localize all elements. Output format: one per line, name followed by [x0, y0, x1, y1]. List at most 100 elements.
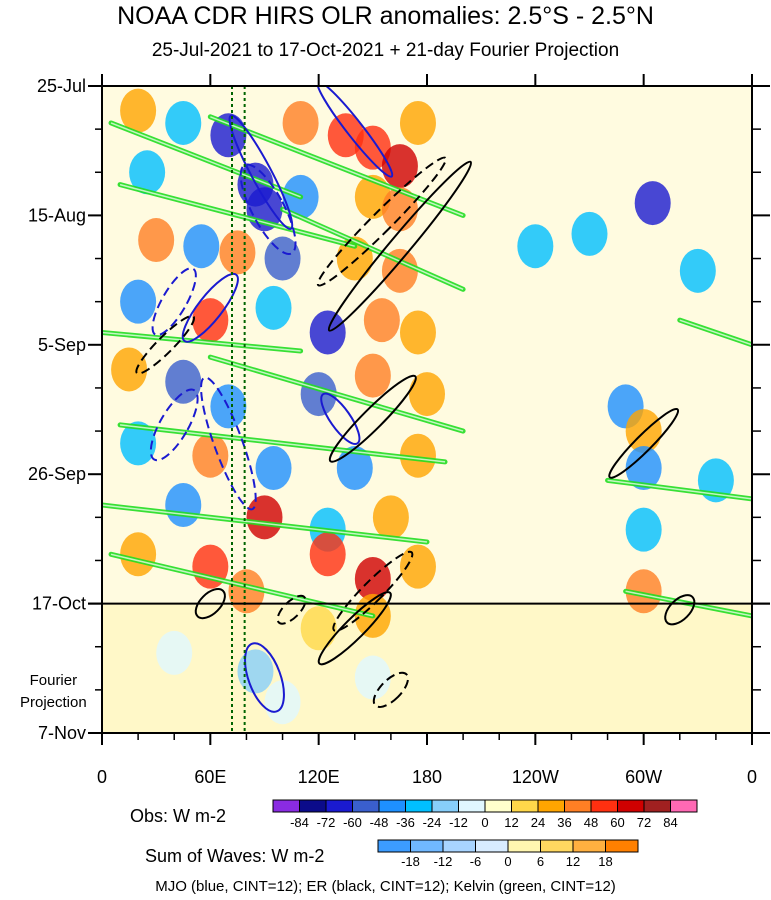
kelvin-contour-inner — [102, 331, 301, 352]
kelvin-contour-inner — [119, 424, 446, 463]
mjo-contour — [320, 392, 361, 445]
y-tick-label: 15-Aug — [28, 205, 86, 225]
x-tick-label: 180 — [412, 767, 442, 787]
y-tick-label: 25-Jul — [37, 76, 86, 96]
wave-colorbar-swatch — [410, 839, 444, 853]
obs-colorbar-swatch — [325, 799, 353, 813]
anomaly-cell — [327, 113, 364, 158]
y-tick-label: 17-Oct — [32, 594, 86, 614]
obs-colorbar-swatch — [484, 799, 512, 813]
obs-colorbar-tick: 36 — [557, 815, 571, 830]
anomaly-cell — [129, 150, 166, 195]
mjo-contour — [181, 272, 239, 343]
kelvin-contour-inner — [607, 479, 752, 500]
anomaly-cell — [571, 211, 608, 256]
er-contour — [194, 588, 226, 620]
anomaly-cell — [165, 100, 202, 145]
anomaly-cell — [354, 353, 391, 398]
anomaly-cell — [354, 125, 391, 170]
mjo-contour — [244, 642, 285, 713]
er-contour — [608, 407, 680, 479]
obs-colorbar-swatch — [537, 799, 565, 813]
y-tick-label: 26-Sep — [28, 464, 86, 484]
anomaly-cell — [228, 569, 265, 614]
wave-colorbar-swatch — [605, 839, 639, 853]
anomaly-cell — [165, 483, 202, 528]
er-contour — [316, 156, 447, 287]
kelvin-contour-inner — [119, 183, 355, 247]
obs-colorbar-swatch — [458, 799, 486, 813]
fourier-label-line2: Projection — [20, 694, 87, 711]
chart-subtitle: 25-Jul-2021 to 17-Oct-2021 + 21-day Four… — [151, 40, 620, 61]
er-contour — [135, 314, 196, 375]
obs-colorbar-tick: 12 — [504, 815, 518, 830]
footer-note: MJO (blue, CINT=12); ER (black, CINT=12)… — [155, 878, 616, 895]
anomaly-cell — [409, 372, 445, 417]
anomaly-cell — [336, 446, 373, 491]
anomaly-cell — [399, 433, 436, 478]
x-tick-label: 60E — [194, 767, 226, 787]
anomaly-cell — [381, 144, 418, 189]
anomaly-cell — [399, 100, 436, 145]
kelvin-contour-inner — [110, 122, 301, 198]
x-tick-label: 120E — [298, 767, 340, 787]
wave-colorbar-tick: 6 — [537, 854, 544, 869]
obs-colorbar-tick: 24 — [531, 815, 545, 830]
anomaly-cell — [264, 236, 301, 281]
anomaly-cell — [255, 285, 292, 330]
mjo-contour — [228, 114, 294, 230]
er-contour — [372, 671, 409, 708]
x-tick-label: 60W — [625, 767, 662, 787]
anomaly-cell — [300, 606, 337, 651]
wave-colorbar-tick: 12 — [566, 854, 580, 869]
anomaly-cell — [399, 544, 436, 589]
plot-area — [102, 86, 752, 733]
obs-colorbar-tick: -24 — [423, 815, 442, 830]
obs-colorbar-tick: 48 — [584, 815, 598, 830]
obs-colorbar-swatch — [378, 799, 406, 813]
anomaly-cell — [634, 181, 671, 226]
obs-colorbar-swatch — [511, 799, 539, 813]
anomaly-cell — [399, 310, 436, 355]
anomaly-cell — [246, 495, 283, 540]
wave-colorbar-swatch — [475, 839, 509, 853]
anomaly-cell — [120, 532, 157, 577]
y-tick-label: 5-Sep — [38, 335, 86, 355]
wave-colorbar-swatch — [507, 839, 541, 853]
er-contour — [328, 374, 417, 463]
anomaly-cell — [625, 569, 662, 614]
anomaly-cell — [183, 224, 220, 269]
obs-colorbar-tick: -36 — [396, 815, 415, 830]
anomaly-cell — [165, 359, 202, 404]
mjo-contour — [200, 376, 257, 511]
obs-colorbar-tick: -12 — [449, 815, 468, 830]
anomaly-cell — [120, 421, 157, 466]
anomaly-cell — [120, 279, 157, 324]
er-contour — [317, 591, 392, 666]
anomaly-cell — [309, 310, 346, 355]
wave-colorbar-swatch — [572, 839, 606, 853]
obs-colorbar-swatch — [643, 799, 671, 813]
anomaly-cell — [138, 218, 175, 263]
waves-colorbar-label: Sum of Waves: W m-2 — [145, 846, 325, 866]
mjo-contour — [149, 388, 199, 462]
obs-colorbar-swatch — [670, 799, 698, 813]
obs-colorbar-swatch — [431, 799, 459, 813]
anomaly-cell — [120, 88, 157, 133]
obs-colorbar-tick: -84 — [290, 815, 309, 830]
mjo-contour — [239, 163, 297, 256]
wave-colorbar-tick: -6 — [470, 854, 482, 869]
anomaly-cell — [111, 347, 148, 392]
anomaly-cell — [156, 630, 193, 675]
anomaly-cell — [679, 248, 716, 293]
obs-colorbar-tick: -72 — [317, 815, 336, 830]
anomaly-cell — [309, 532, 346, 577]
er-contour — [332, 550, 414, 632]
kelvin-contour-inner — [282, 208, 464, 291]
anomaly-cell — [237, 649, 274, 694]
anomaly-cell — [372, 495, 409, 540]
wave-colorbar-tick: 0 — [504, 854, 511, 869]
obs-colorbar-tick: -48 — [370, 815, 389, 830]
y-tick-label: 7-Nov — [38, 723, 86, 743]
